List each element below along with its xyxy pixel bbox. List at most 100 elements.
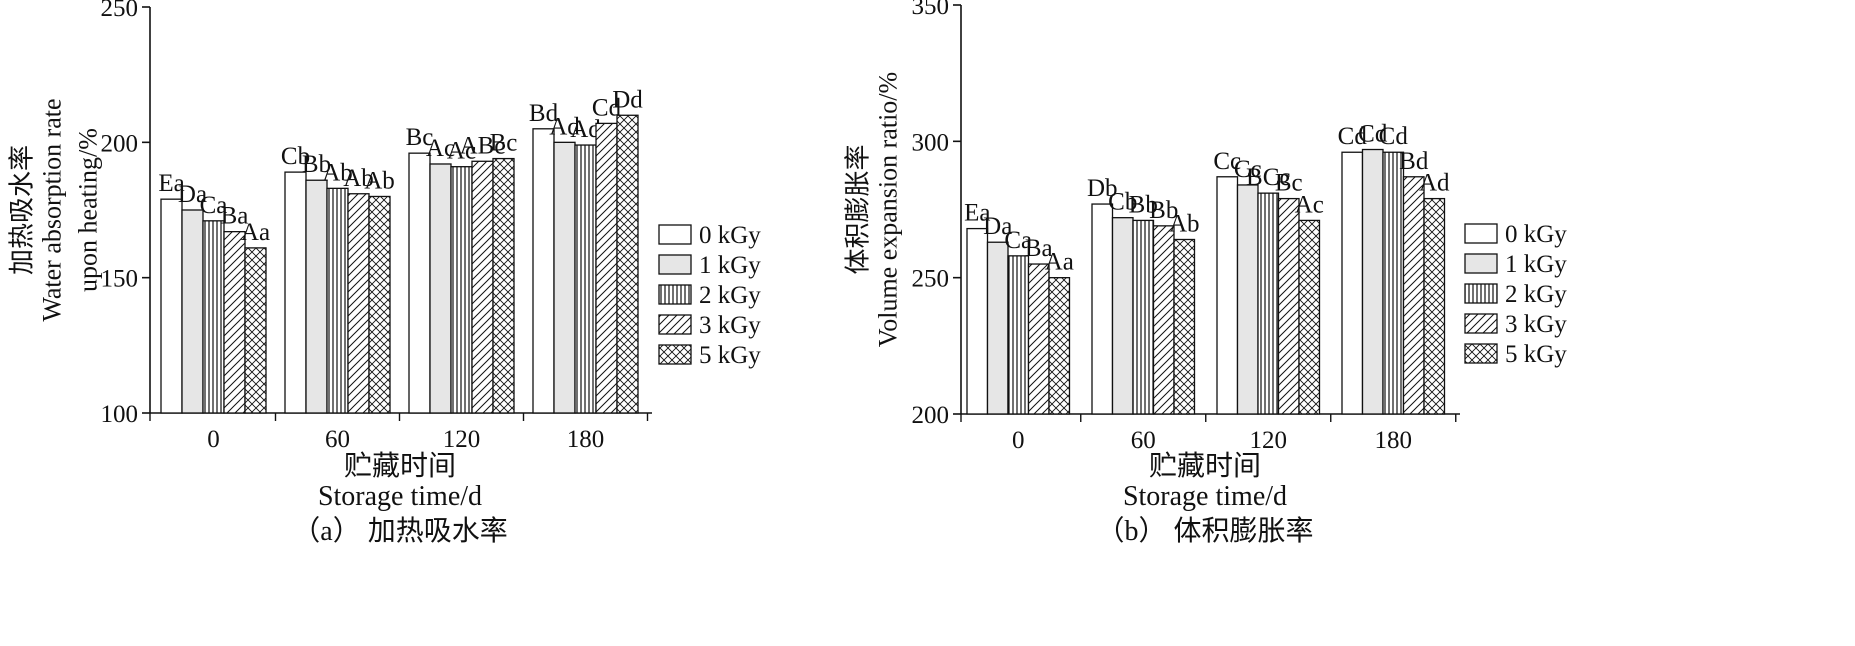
bar-data-label: Aa bbox=[1045, 249, 1074, 276]
bar-data-label: Cb bbox=[281, 143, 310, 170]
bar-data-label: Bc bbox=[490, 130, 518, 157]
legend-swatch bbox=[1464, 223, 1498, 244]
bar bbox=[1236, 184, 1259, 415]
bar bbox=[202, 220, 225, 414]
bar bbox=[1382, 151, 1405, 415]
y-axis-label: Water absorption rate bbox=[38, 98, 67, 321]
legend-entry: 1 kGy bbox=[1505, 251, 1567, 278]
bar bbox=[1361, 148, 1384, 415]
legend-swatch bbox=[1464, 253, 1498, 274]
figure-caption: （a） 加热吸水率 bbox=[292, 515, 507, 547]
bar-data-label: Ac bbox=[426, 135, 455, 162]
bar-data-label: Ea bbox=[964, 200, 990, 227]
legend-entry: 5 kGy bbox=[699, 342, 761, 369]
legend-entry: 0 kGy bbox=[1505, 221, 1567, 248]
x-tick-label: 120 bbox=[1250, 427, 1288, 454]
bar-data-label: Ab bbox=[1169, 210, 1200, 237]
bar-data-label: Cd bbox=[1358, 121, 1388, 148]
bar-data-label: Ba bbox=[1025, 235, 1053, 262]
bar bbox=[181, 209, 204, 414]
bar bbox=[492, 157, 515, 414]
bar-data-label: Ac bbox=[447, 138, 476, 165]
bar-data-label: Bb bbox=[302, 151, 331, 178]
legend-swatch bbox=[1464, 313, 1498, 334]
bar bbox=[532, 128, 555, 414]
bar-data-label: Dd bbox=[612, 86, 643, 113]
bar bbox=[1402, 176, 1425, 415]
bar-data-label: Bd bbox=[529, 100, 559, 127]
bar-data-label: Ab bbox=[364, 167, 395, 194]
y-axis-label-cn: 体积膨胀率 bbox=[844, 144, 873, 274]
bar-data-label: BCc bbox=[1246, 164, 1290, 191]
bar bbox=[595, 122, 618, 414]
bar-data-label: Bb bbox=[1149, 197, 1178, 224]
legend-swatch bbox=[658, 224, 692, 245]
x-axis-label-cn: 贮藏时间 bbox=[1149, 450, 1261, 482]
bar bbox=[1173, 238, 1196, 415]
legend-entry: 3 kGy bbox=[699, 312, 761, 339]
legend: 0 kGy 1 kGy 2 kGy 3 kGy 5 kGy bbox=[1464, 221, 1567, 368]
bar bbox=[1341, 151, 1364, 415]
bar bbox=[1257, 192, 1280, 415]
bar bbox=[986, 241, 1009, 415]
bar-data-label: Da bbox=[178, 181, 207, 208]
bar-data-label: Da bbox=[983, 213, 1012, 240]
chart-b: 200250300350EaDaCaBaAa0DbCbBbBbAb60CcCcB… bbox=[844, 0, 1568, 547]
x-tick-label: 60 bbox=[325, 426, 350, 453]
bar bbox=[1027, 263, 1050, 415]
y-tick-label: 300 bbox=[912, 129, 950, 156]
bar-data-label: Cd bbox=[1379, 123, 1409, 150]
bar-data-label: Cb bbox=[1108, 189, 1137, 216]
legend-swatch bbox=[658, 284, 692, 305]
y-tick-label: 100 bbox=[101, 401, 139, 428]
legend-swatch bbox=[1464, 283, 1498, 304]
x-axis-label-cn: 贮藏时间 bbox=[344, 450, 456, 482]
bar bbox=[574, 144, 597, 414]
legend-swatch bbox=[1464, 343, 1498, 364]
x-tick-label: 60 bbox=[1131, 427, 1156, 454]
bar bbox=[1007, 255, 1030, 415]
legend-entry: 0 kGy bbox=[699, 222, 761, 249]
y-tick-label: 200 bbox=[912, 402, 950, 429]
bar-data-label: Ca bbox=[200, 192, 228, 219]
legend-swatch bbox=[658, 254, 692, 275]
legend-swatch bbox=[658, 344, 692, 365]
legend-entry: 1 kGy bbox=[699, 252, 761, 279]
bar-data-label: Ca bbox=[1004, 227, 1032, 254]
bar-data-label: Ab bbox=[343, 165, 374, 192]
bar bbox=[1132, 219, 1155, 415]
bar-data-label: Ac bbox=[1295, 191, 1324, 218]
bar bbox=[1423, 197, 1446, 415]
bar-data-label: Bd bbox=[1399, 148, 1429, 175]
bar-data-label: Ba bbox=[221, 203, 249, 230]
bar bbox=[471, 160, 494, 414]
bar-data-label: Cc bbox=[1213, 148, 1241, 175]
bar-data-label: Ad bbox=[549, 113, 580, 140]
legend-entry: 3 kGy bbox=[1505, 311, 1567, 338]
bar bbox=[305, 179, 328, 414]
bar-data-label: Bb bbox=[1129, 191, 1158, 218]
bar-data-label: Cd bbox=[1338, 123, 1368, 150]
legend-swatch bbox=[658, 314, 692, 335]
bar-data-label: Bc bbox=[1275, 170, 1303, 197]
bar-data-label: ABc bbox=[460, 132, 506, 159]
bar bbox=[1298, 219, 1321, 415]
bar bbox=[1111, 217, 1134, 415]
bar bbox=[966, 227, 989, 415]
y-axis-label-2: upon heating/% bbox=[74, 128, 103, 292]
x-tick-label: 0 bbox=[1012, 427, 1025, 454]
bar bbox=[160, 198, 183, 414]
legend-entry: 2 kGy bbox=[699, 282, 761, 309]
bar bbox=[326, 187, 349, 414]
bar-data-label: Ab bbox=[322, 159, 353, 186]
bar bbox=[1091, 203, 1114, 415]
bar bbox=[1048, 277, 1071, 415]
bar-data-label: Bc bbox=[406, 124, 434, 151]
figure-caption: （b） 体积膨胀率 bbox=[1096, 515, 1313, 547]
y-tick-label: 200 bbox=[101, 130, 139, 157]
bar bbox=[1277, 197, 1300, 415]
bar-data-label: Db bbox=[1087, 175, 1118, 202]
chart-a: 100150200250EaDaCaBaAa0CbBbAbAbAb60BcAcA… bbox=[8, 0, 762, 547]
legend-entry: 2 kGy bbox=[1505, 281, 1567, 308]
